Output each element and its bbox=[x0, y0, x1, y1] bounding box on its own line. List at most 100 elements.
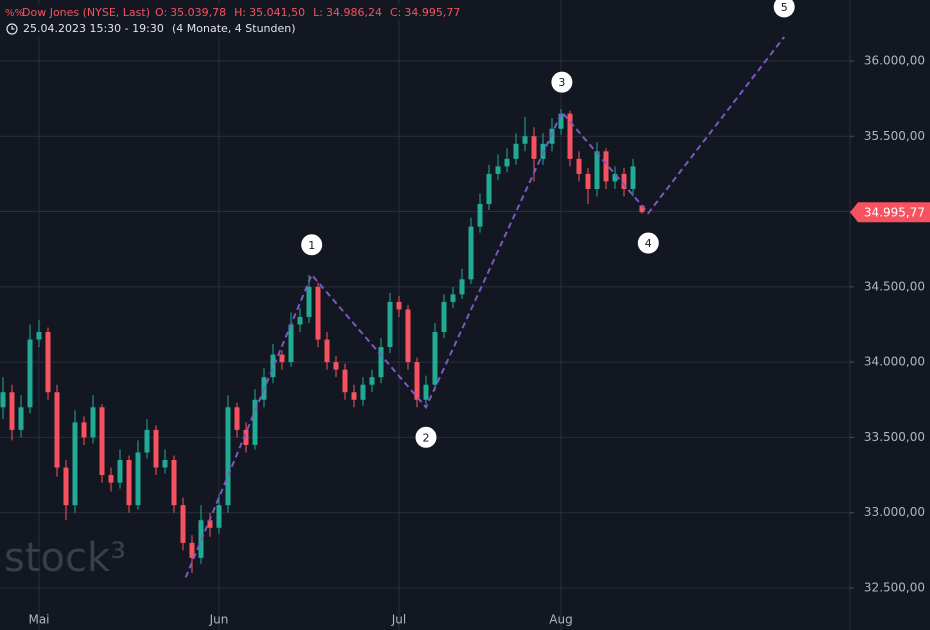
x-tick-label: Aug bbox=[549, 613, 572, 627]
wave-label-circle bbox=[636, 231, 660, 255]
candle-body bbox=[585, 173, 591, 189]
y-tick-label: 32.500,00 bbox=[864, 580, 925, 594]
candle-body bbox=[54, 392, 60, 468]
date-range: 25.04.2023 15:30 - 19:30 bbox=[23, 22, 164, 35]
wave-label: 3 bbox=[558, 76, 565, 89]
candle-body bbox=[126, 460, 132, 506]
wave-label: 1 bbox=[308, 239, 315, 252]
ohlc-key: O: bbox=[155, 6, 167, 19]
candle-body bbox=[99, 407, 105, 476]
candle-body bbox=[468, 226, 474, 280]
candle-body bbox=[441, 301, 447, 333]
wave-label: 5 bbox=[781, 1, 788, 14]
candle-body bbox=[153, 429, 159, 468]
candle-body bbox=[477, 204, 483, 227]
candle-body bbox=[9, 392, 15, 430]
candle-body bbox=[369, 377, 375, 385]
candle-body bbox=[612, 173, 618, 182]
wave-label-circle bbox=[772, 0, 796, 19]
wave-label: 2 bbox=[423, 431, 430, 444]
candle-body bbox=[144, 429, 150, 453]
y-tick-label: 36.000,00 bbox=[864, 53, 925, 67]
y-tick-label: 33.500,00 bbox=[864, 430, 925, 444]
ohlc-key: L: bbox=[313, 6, 323, 19]
candle-body bbox=[117, 460, 123, 483]
candle-body bbox=[522, 136, 528, 144]
candle-body bbox=[45, 332, 51, 393]
candle-body bbox=[36, 332, 42, 340]
ohlc-value: 34.995,77 bbox=[404, 6, 460, 19]
y-tick-label: 33.000,00 bbox=[864, 505, 925, 519]
candle-body bbox=[333, 362, 339, 370]
wave-label-circle bbox=[414, 425, 438, 449]
ohlc: O: 35.039,78 H: 35.041,50 L: 34.986,24 C: 34.99… bbox=[155, 6, 460, 19]
candle-body bbox=[351, 392, 357, 400]
candle-body bbox=[81, 422, 87, 438]
candle-body bbox=[180, 505, 186, 543]
candle-body bbox=[135, 452, 141, 506]
candle-body bbox=[342, 369, 348, 393]
wave-label-circle bbox=[550, 70, 574, 94]
candle-body bbox=[324, 339, 330, 363]
ohlc-key: C: bbox=[390, 6, 401, 19]
candle-body bbox=[558, 113, 564, 129]
candle-body bbox=[360, 384, 366, 400]
candle-body bbox=[315, 286, 321, 340]
watermark: stock³ bbox=[4, 535, 126, 581]
candle-body bbox=[243, 429, 249, 445]
candle-body bbox=[486, 173, 492, 205]
x-tick-label: Mai bbox=[28, 613, 49, 627]
candle-body bbox=[378, 347, 384, 378]
header-bg bbox=[0, 4, 458, 20]
wave-line bbox=[184, 36, 785, 578]
wave-label: 4 bbox=[645, 237, 652, 250]
ohlc-value: 34.986,24 bbox=[326, 6, 382, 19]
clock-icon bbox=[6, 23, 18, 35]
candle-body bbox=[594, 151, 600, 189]
candle-body bbox=[639, 205, 645, 213]
candle-body bbox=[108, 475, 114, 483]
candle-body bbox=[531, 136, 537, 159]
candle-body bbox=[63, 467, 69, 506]
candle-body bbox=[603, 151, 609, 182]
candle-body bbox=[396, 301, 402, 310]
candle-body bbox=[567, 113, 573, 159]
candle-body bbox=[0, 392, 6, 408]
candle-body bbox=[450, 294, 456, 302]
header-bg bbox=[0, 20, 298, 38]
y-tick-label: 35.500,00 bbox=[864, 129, 925, 143]
ohlc-value: 35.041,50 bbox=[249, 6, 305, 19]
candle-body bbox=[432, 332, 438, 385]
candle-body bbox=[234, 407, 240, 430]
candle-body bbox=[297, 316, 303, 325]
candle-body bbox=[27, 339, 33, 408]
symbol-icon: %% bbox=[5, 8, 24, 19]
y-axis: 32.500,00 33.000,00 33.500,00 34.000,00 34.5… bbox=[28, 53, 930, 627]
ohlc-key: H: bbox=[234, 6, 246, 19]
candle-body bbox=[459, 279, 465, 295]
last-price-tag bbox=[850, 202, 930, 223]
candle-body bbox=[576, 158, 582, 174]
candle-body bbox=[18, 407, 24, 430]
candle-body bbox=[216, 505, 222, 528]
symbol: Dow Jones (NYSE, Last) bbox=[22, 6, 150, 19]
candle-body bbox=[621, 173, 627, 189]
candle-body bbox=[414, 362, 420, 400]
candle-body bbox=[162, 460, 168, 468]
candle-body bbox=[423, 384, 429, 400]
y-tick-label: 34.000,00 bbox=[864, 355, 925, 369]
candle-body bbox=[225, 407, 231, 506]
y-tick-label: 34.500,00 bbox=[864, 279, 925, 293]
plot: 1 2 3 4 5 bbox=[0, 0, 796, 578]
candle-body bbox=[630, 166, 636, 189]
candle-body bbox=[72, 422, 78, 506]
span: (4 Monate, 4 Stunden) bbox=[172, 22, 296, 35]
candle-body bbox=[90, 407, 96, 438]
candle-body bbox=[270, 354, 276, 378]
x-tick-label: Jul bbox=[391, 613, 406, 627]
wave-label-circle bbox=[300, 233, 324, 257]
clock-hand bbox=[11, 26, 15, 30]
candle-body bbox=[387, 301, 393, 348]
